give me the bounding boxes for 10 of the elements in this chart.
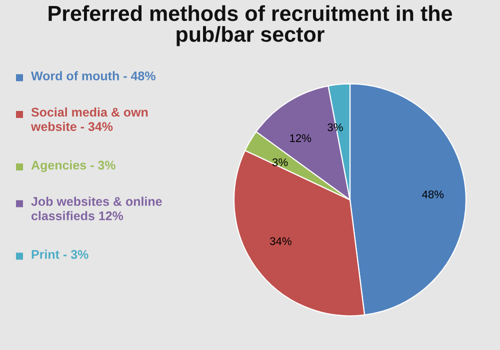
legend-label: Print - 3%: [32, 250, 88, 259]
legend-label: Agencies - 3%: [31, 160, 116, 172]
data-label: 34%: [270, 237, 292, 246]
legend-label: Social media & own website - 34%: [30, 107, 148, 132]
data-label: 12%: [290, 134, 312, 142]
data-label: 48%: [422, 190, 444, 198]
legend-label: Job websites & online classifieds 12%: [31, 196, 162, 220]
legend-label: Word of mouth - 48%: [31, 71, 156, 80]
chart-title: Preferred methods of recruitment in the pub/bar sector: [48, 5, 452, 46]
data-label: 3%: [272, 158, 288, 166]
